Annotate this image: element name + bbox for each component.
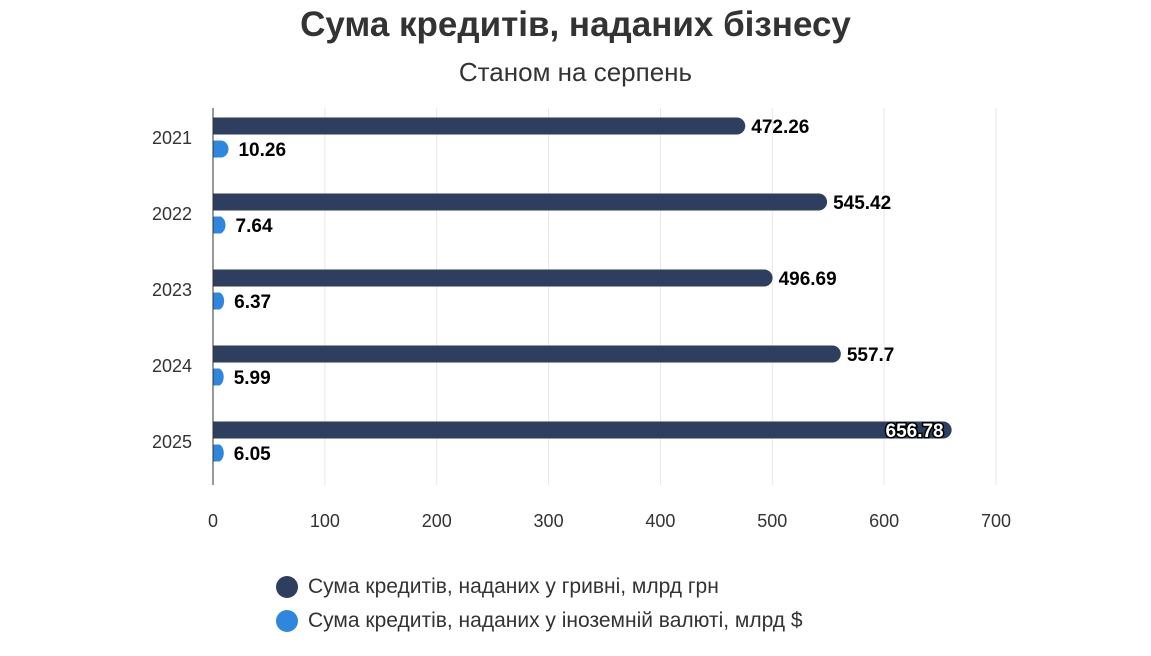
bar-base-0-2021 xyxy=(213,117,222,135)
x-tick-label-600: 600 xyxy=(869,511,899,531)
data-label-1-2024: 5.99 xyxy=(234,368,271,389)
bar-base-1-2023 xyxy=(213,292,221,310)
bar-base-0-2024 xyxy=(213,345,222,363)
x-tick-label-0: 0 xyxy=(208,511,218,531)
chart-title: Сума кредитів, наданих бізнесу xyxy=(300,5,851,44)
bar-0-2025 xyxy=(213,421,952,439)
legend-label-uah: Сума кредитів, наданих у гривні, млрд гр… xyxy=(308,575,719,598)
data-label-1-2025: 6.05 xyxy=(234,444,271,465)
legend-label-foreign: Сума кредитів, наданих у іноземній валют… xyxy=(308,609,803,632)
bar-base-1-2024 xyxy=(213,368,220,386)
x-tick-label-400: 400 xyxy=(645,511,675,531)
x-tick-label-700: 700 xyxy=(981,511,1011,531)
x-tick-label-200: 200 xyxy=(422,511,452,531)
y-tick-label-2022: 2022 xyxy=(152,204,192,224)
bar-0-2024 xyxy=(213,345,841,363)
data-label-1-2022: 7.64 xyxy=(236,216,273,237)
data-label-0-2022: 545.42 xyxy=(833,193,891,214)
y-tick-label-2023: 2023 xyxy=(152,280,192,300)
y-tick-label-2021: 2021 xyxy=(152,128,192,148)
legend-marker-uah xyxy=(276,576,298,598)
y-tick-label-2025: 2025 xyxy=(152,432,192,452)
bar-base-1-2022 xyxy=(213,216,222,234)
bar-base-1-2021 xyxy=(213,140,222,158)
data-label-0-2021: 472.26 xyxy=(751,117,809,138)
bar-base-0-2025 xyxy=(213,421,222,439)
axes: 0 100 200 300 400 500 600 700 2021 2022 2023 2024 20… xyxy=(152,108,1011,531)
data-label-0-2024: 557.7 xyxy=(847,345,895,366)
x-tick-label-500: 500 xyxy=(757,511,787,531)
data-label-0-2025: 656.78 xyxy=(886,421,944,442)
chart-subtitle: Станом на серпень xyxy=(458,57,693,87)
x-tick-label-100: 100 xyxy=(310,511,340,531)
bar-base-0-2022 xyxy=(213,193,222,211)
y-tick-label-2024: 2024 xyxy=(152,356,192,376)
legend: Сума кредитів, наданих у гривні, млрд гр… xyxy=(276,570,803,638)
legend-item-foreign[interactable]: Сума кредитів, наданих у іноземній валют… xyxy=(276,604,803,638)
bar-base-1-2025 xyxy=(213,444,220,462)
bar-0-2021 xyxy=(213,117,746,135)
data-labels: 472.26 545.42 496.69 557.7 656.78 10.26 7.64 6.… xyxy=(234,117,945,465)
data-label-1-2021: 10.26 xyxy=(238,140,286,161)
bar-0-2022 xyxy=(213,193,828,211)
bars xyxy=(213,117,952,462)
bar-base-0-2023 xyxy=(213,269,222,287)
legend-item-uah[interactable]: Сума кредитів, наданих у гривні, млрд гр… xyxy=(276,570,803,604)
data-label-0-2023: 496.69 xyxy=(779,269,837,290)
bar-0-2023 xyxy=(213,269,773,287)
data-label-1-2023: 6.37 xyxy=(234,292,271,313)
legend-marker-foreign xyxy=(276,610,298,632)
x-tick-label-300: 300 xyxy=(534,511,564,531)
